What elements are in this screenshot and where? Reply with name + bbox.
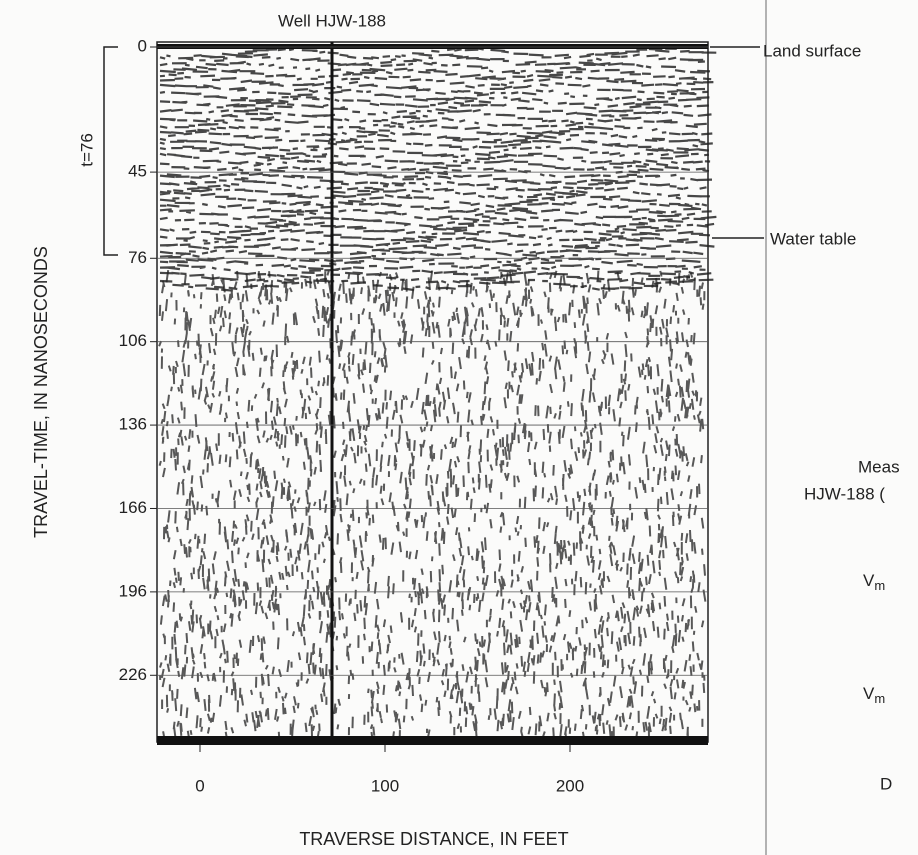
side-text: Vm [863,684,885,706]
bracket-label: t=76 [77,133,96,167]
side-text: D [880,774,892,793]
x-axis-label: TRAVERSE DISTANCE, IN FEET [299,829,568,849]
x-tick-label: 0 [195,776,204,795]
annotation: Land surface [763,41,861,60]
bottom-band [157,736,708,745]
x-tick-label: 100 [371,776,399,795]
y-tick-label: 106 [119,331,147,350]
side-text: HJW-188 ( [804,484,885,503]
y-tick-label: 136 [119,415,147,434]
scatter-streaks [158,269,707,744]
y-tick-label: 226 [119,665,147,684]
surface-band [157,44,708,49]
y-tick-label: 0 [138,36,147,55]
y-tick-label: 76 [128,248,147,267]
bracket [103,46,118,256]
annotation: Water table [770,229,856,248]
reflector-streaks [159,47,717,292]
radargram [158,47,717,744]
y-tick-label: 166 [119,498,147,517]
y-axis-label: TRAVEL-TIME, IN NANOSECONDS [31,246,51,538]
y-tick-label: 45 [128,162,147,181]
side-text: Meas [858,457,900,476]
y-tick-label: 196 [119,581,147,600]
x-tick-label: 200 [556,776,584,795]
side-text: Vm [863,571,885,593]
well-label: Well HJW-188 [278,11,386,30]
